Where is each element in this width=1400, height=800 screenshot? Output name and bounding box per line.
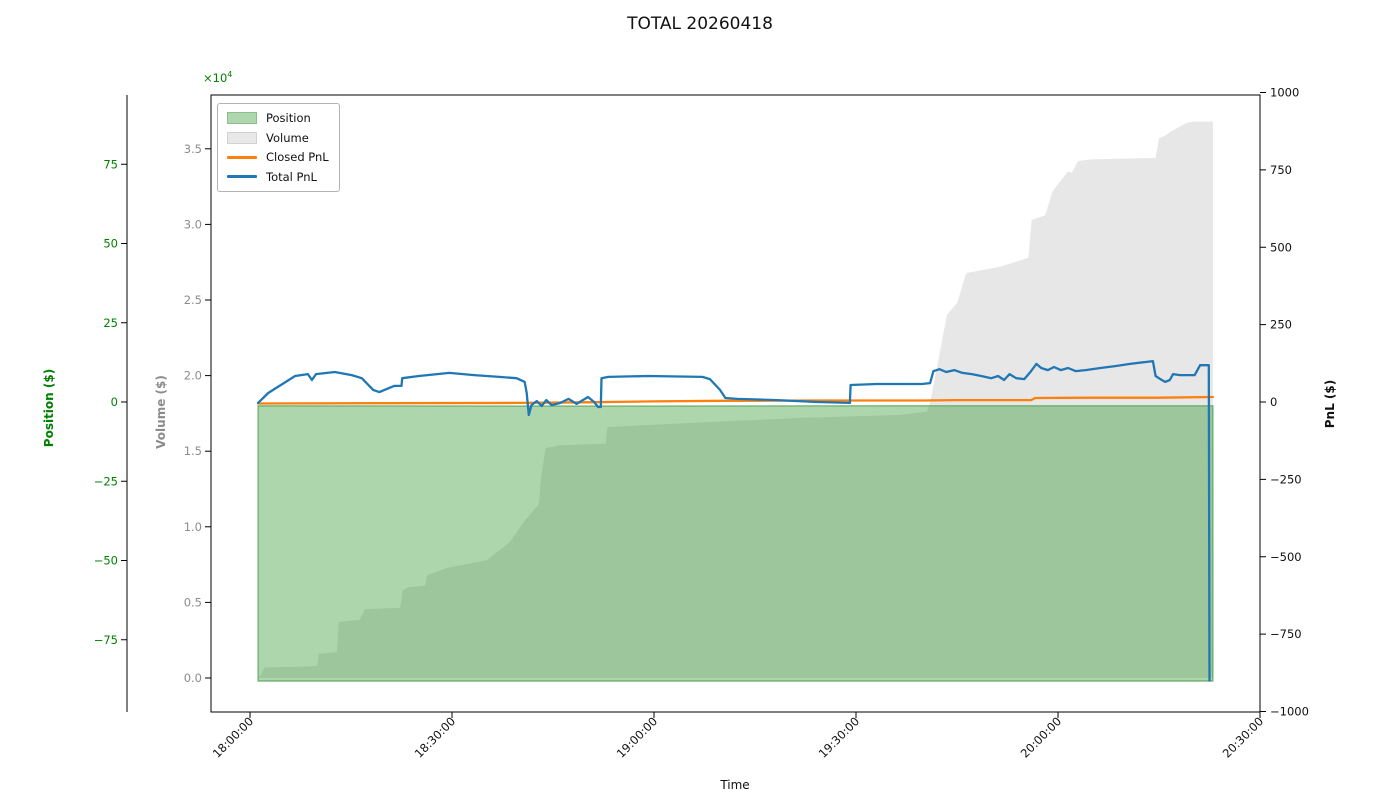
closed-pnl-line bbox=[256, 395, 1215, 405]
volume-tick-label: 1.5 bbox=[184, 444, 202, 458]
time-tick-label: 18:30:00 bbox=[412, 714, 458, 760]
pnl-tick-label: 750 bbox=[1270, 163, 1292, 177]
time-tick-label: 19:00:00 bbox=[614, 714, 660, 760]
position-tick-label: 50 bbox=[103, 237, 118, 251]
pnl-tick-label: −500 bbox=[1270, 550, 1302, 564]
legend-item-label: Total PnL bbox=[266, 169, 317, 184]
time-tick-label: 20:30:00 bbox=[1220, 714, 1266, 760]
position-tick-label: −50 bbox=[94, 554, 118, 568]
volume-axis-label: Volume ($) bbox=[154, 375, 168, 449]
axes-frame bbox=[210, 94, 1261, 713]
legend-item-volume: Volume bbox=[227, 131, 329, 145]
chart-title: TOTAL 20260418 bbox=[627, 14, 773, 34]
time-tick-label: 18:00:00 bbox=[210, 714, 256, 760]
position-swatch bbox=[227, 112, 257, 124]
pnl-tick-label: 1000 bbox=[1270, 86, 1299, 100]
volume-tick-label: 1.0 bbox=[184, 520, 202, 534]
pnl-tick-label: 250 bbox=[1270, 318, 1292, 332]
pnl-tick-label: −250 bbox=[1270, 472, 1302, 486]
position-tick-label: 75 bbox=[103, 157, 118, 171]
volume-tick-label: 2.5 bbox=[184, 293, 202, 307]
closed-pnl-swatch bbox=[227, 155, 257, 159]
legend-item-closed-pnl: Closed PnL bbox=[227, 150, 329, 164]
legend-item-label: Position bbox=[266, 111, 311, 125]
volume-tick-label: 0.5 bbox=[184, 595, 202, 609]
offset-base: ×10 bbox=[203, 70, 228, 85]
offset-exponent: 4 bbox=[227, 70, 233, 79]
position-tick-label: 25 bbox=[103, 316, 118, 330]
volume-area bbox=[258, 121, 1213, 679]
position-tick-label: −75 bbox=[94, 633, 118, 647]
time-axis-label: Time bbox=[720, 778, 750, 792]
legend-item-position: Position bbox=[227, 111, 329, 125]
legend-item-total-pnl: Total PnL bbox=[227, 170, 329, 184]
time-tick-label: 19:30:00 bbox=[816, 714, 862, 760]
volume-tick-label: 3.5 bbox=[184, 142, 202, 156]
position-tick-label: 0 bbox=[111, 395, 118, 409]
position-axis-label: Position ($) bbox=[42, 368, 56, 448]
position-tick-label: −25 bbox=[94, 474, 118, 488]
legend-item-label: Volume bbox=[266, 130, 309, 145]
volume-swatch bbox=[227, 131, 257, 144]
volume-tick-label: 3.0 bbox=[184, 217, 202, 231]
pnl-tick-label: 500 bbox=[1270, 240, 1292, 254]
time-tick-label: 20:00:00 bbox=[1018, 714, 1064, 760]
legend-item-label: Closed PnL bbox=[266, 150, 329, 164]
volume-tick-label: 0.0 bbox=[184, 671, 202, 685]
position-area bbox=[257, 405, 1214, 682]
pnl-tick-label: 0 bbox=[1270, 395, 1277, 409]
pnl-tick-label: −750 bbox=[1270, 627, 1302, 641]
total-pnl-line bbox=[256, 359, 1211, 682]
pnl-axis-label: PnL ($) bbox=[1323, 379, 1337, 429]
volume-axis-offset-text: ×104 bbox=[203, 70, 232, 85]
total-pnl-swatch bbox=[227, 175, 257, 178]
volume-tick-label: 2.0 bbox=[184, 369, 202, 383]
legend: Position Volume Closed PnL Total PnL bbox=[217, 103, 340, 192]
pnl-tick-label: −1000 bbox=[1270, 705, 1309, 719]
